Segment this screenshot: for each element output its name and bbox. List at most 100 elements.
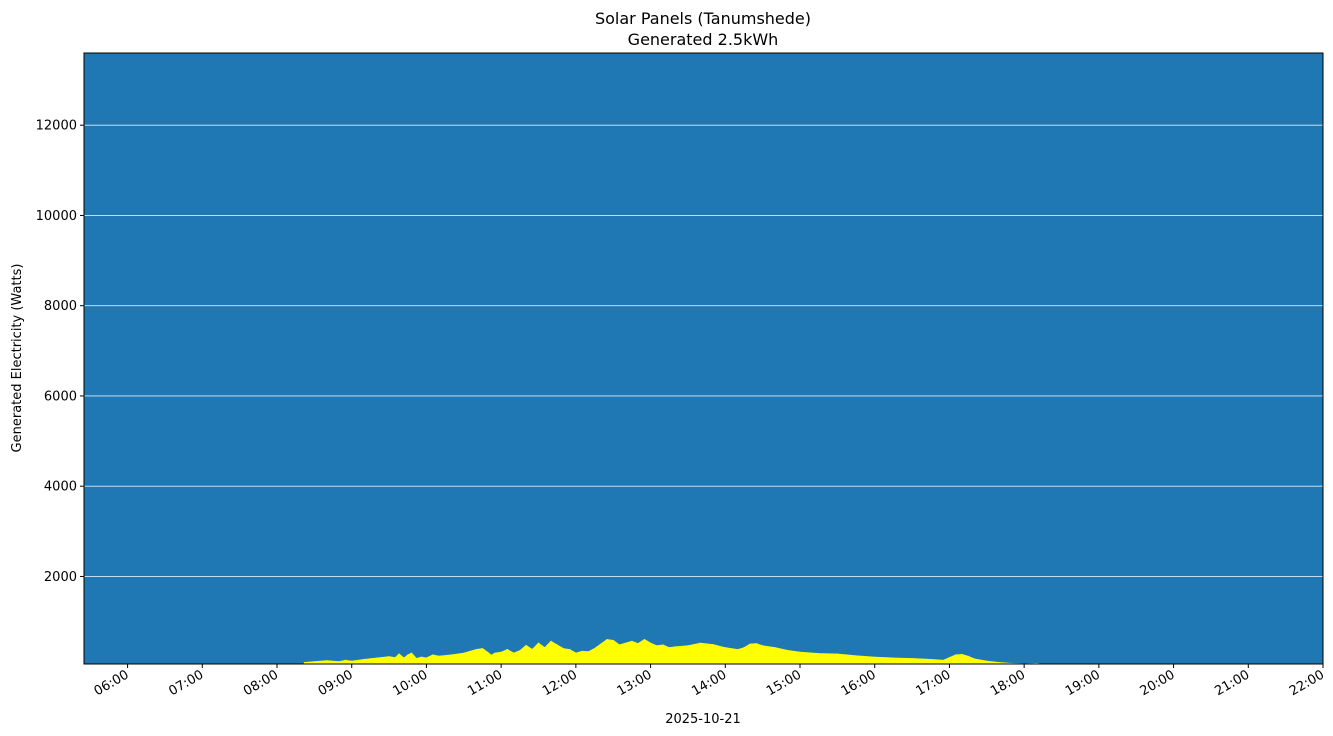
generation-point bbox=[587, 651, 589, 653]
generation-point bbox=[388, 656, 390, 658]
generation-point bbox=[506, 649, 508, 651]
generation-point bbox=[637, 643, 639, 645]
generation-point bbox=[855, 655, 857, 657]
generation-point bbox=[643, 639, 646, 641]
generation-point bbox=[600, 643, 602, 645]
generation-point bbox=[656, 645, 658, 647]
generation-point bbox=[562, 648, 565, 650]
generation-point bbox=[500, 651, 502, 653]
generation-point bbox=[930, 658, 932, 661]
generation-point bbox=[743, 647, 745, 649]
generation-point bbox=[973, 658, 975, 660]
generation-point bbox=[344, 659, 347, 662]
y-tick-label: 10000 bbox=[36, 209, 77, 224]
generation-point bbox=[488, 652, 490, 654]
chart-subtitle: Generated 2.5kWh bbox=[628, 30, 779, 49]
generation-point bbox=[475, 649, 477, 651]
generation-point bbox=[481, 648, 484, 650]
generation-point bbox=[525, 644, 527, 647]
generation-point bbox=[774, 647, 776, 649]
generation-point bbox=[425, 657, 427, 659]
y-axis-label: Generated Electricity (Watts) bbox=[10, 264, 25, 453]
generation-point bbox=[556, 644, 558, 646]
x-tick-label: 13:00 bbox=[615, 667, 655, 699]
generation-point bbox=[403, 657, 405, 659]
generation-point bbox=[376, 657, 378, 659]
generation-point bbox=[313, 661, 315, 663]
x-tick-label: 17:00 bbox=[913, 667, 953, 699]
generation-point bbox=[593, 648, 596, 650]
generation-point bbox=[650, 642, 652, 644]
generation-point bbox=[450, 654, 452, 656]
y-tick-label: 8000 bbox=[44, 299, 77, 314]
generation-point bbox=[799, 651, 801, 653]
generation-point bbox=[513, 652, 515, 654]
x-tick-label: 12:00 bbox=[540, 667, 580, 699]
x-tick-label: 22:00 bbox=[1287, 667, 1327, 699]
generation-point bbox=[438, 655, 440, 657]
generation-point bbox=[631, 640, 633, 643]
generation-point bbox=[494, 652, 496, 654]
generation-point bbox=[687, 645, 689, 647]
generation-point bbox=[699, 642, 702, 644]
generation-point bbox=[674, 646, 677, 648]
x-tick-label: 21:00 bbox=[1212, 667, 1252, 699]
generation-point bbox=[575, 652, 577, 654]
generation-point bbox=[398, 653, 400, 655]
x-tick-label: 06:00 bbox=[92, 667, 132, 699]
generation-point bbox=[737, 649, 739, 651]
x-tick-label: 09:00 bbox=[316, 667, 356, 699]
generation-point bbox=[942, 659, 944, 662]
y-tick-label: 6000 bbox=[44, 389, 77, 404]
generation-point bbox=[519, 650, 521, 652]
x-tick-label: 18:00 bbox=[988, 667, 1028, 699]
x-tick-label: 14:00 bbox=[689, 667, 729, 699]
generation-point bbox=[363, 658, 365, 661]
generation-point bbox=[955, 654, 957, 656]
x-tick-label: 16:00 bbox=[839, 667, 879, 699]
generation-point bbox=[407, 654, 409, 656]
generation-point bbox=[836, 653, 839, 655]
generation-point bbox=[550, 640, 552, 643]
generation-point bbox=[537, 642, 540, 644]
x-tick-label: 10:00 bbox=[390, 667, 430, 699]
generation-point bbox=[351, 660, 353, 662]
generation-point bbox=[967, 655, 969, 657]
generation-point bbox=[724, 647, 726, 649]
generation-point bbox=[420, 656, 423, 658]
x-tick-label: 20:00 bbox=[1138, 667, 1178, 699]
generation-point bbox=[911, 658, 913, 660]
y-tick-label: 4000 bbox=[44, 480, 77, 495]
generation-point bbox=[668, 647, 670, 649]
generation-point bbox=[410, 652, 413, 654]
generation-point bbox=[625, 642, 627, 644]
generation-point bbox=[432, 654, 434, 656]
generation-point bbox=[787, 649, 789, 652]
generation-point bbox=[415, 658, 418, 660]
plot-background bbox=[84, 53, 1323, 664]
generation-area bbox=[303, 639, 1041, 665]
generation-point bbox=[531, 649, 533, 651]
generation-point bbox=[818, 653, 820, 655]
generation-point bbox=[749, 643, 751, 645]
generation-point bbox=[338, 661, 340, 663]
generation-point bbox=[394, 657, 396, 659]
generation-point bbox=[998, 662, 1000, 664]
generation-point bbox=[463, 652, 465, 654]
y-tick-label: 2000 bbox=[44, 570, 77, 585]
generation-point bbox=[712, 644, 714, 646]
y-tick-label: 12000 bbox=[36, 119, 77, 134]
x-tick-label: 15:00 bbox=[764, 667, 804, 699]
generation-point bbox=[303, 662, 305, 664]
generation-point bbox=[874, 656, 876, 658]
generation-point bbox=[961, 653, 963, 656]
generation-point bbox=[581, 650, 583, 653]
generation-point bbox=[326, 660, 328, 662]
generation-point bbox=[662, 644, 664, 646]
generation-point bbox=[612, 639, 614, 642]
x-axis-label: 2025-10-21 bbox=[665, 712, 741, 727]
generation-point bbox=[490, 654, 492, 657]
generation-point bbox=[948, 657, 951, 659]
x-tick-label: 08:00 bbox=[241, 667, 281, 699]
generation-point bbox=[618, 644, 621, 646]
